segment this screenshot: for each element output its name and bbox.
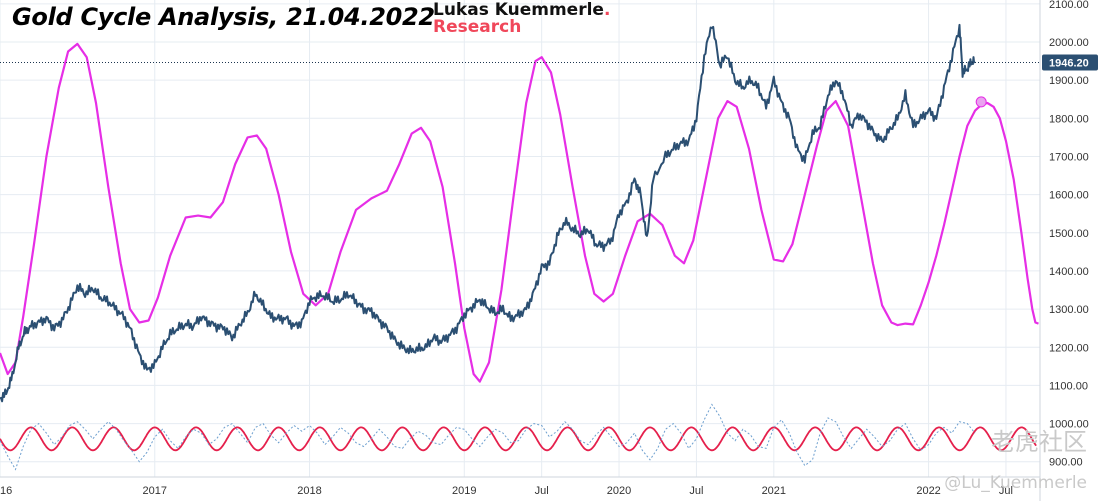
watermark-community: 老虎社区 [991,428,1087,456]
brand-subtitle: Research [433,17,522,37]
x-axis: 2016 2017 2018 2019 Jul 2020 Jul 2021 2022 Jul [0,485,1013,497]
price-panel [0,23,976,403]
x-tick-label: 2020 [607,485,631,497]
x-tick-label: 2019 [452,485,476,497]
x-tick-label: Jul [689,485,703,497]
y-axis: 1946.20 900.00 1000.00 1100.00 1200.00 1300.0… [1042,0,1098,469]
brand-name: Lukas Kuemmerle [433,0,604,20]
y-tick-label: 1800.00 [1049,113,1089,125]
cycle-panel [0,42,1039,383]
y-tick-label: 1000.00 [1049,419,1089,431]
brand-dot: . [603,0,611,20]
x-tick-label: Jul [535,485,549,497]
y-tick-label: 1900.00 [1049,75,1089,87]
x-tick-label: 2016 [0,485,12,497]
x-tick-label: 2017 [143,485,167,497]
y-tick-label: 1300.00 [1049,304,1089,316]
x-tick-label: 2018 [297,485,321,497]
chart-title: Gold Cycle Analysis, 21.04.2022 [12,3,435,31]
grid-lines [0,0,1041,501]
y-tick-label: 1400.00 [1049,266,1089,278]
x-tick-label: 2022 [916,485,940,497]
y-tick-label: 1700.00 [1049,151,1089,163]
oscillator-line [0,426,1037,452]
detrended-dotted-line [0,403,976,471]
y-tick-label: 1200.00 [1049,342,1089,354]
x-tick-label: 2021 [762,485,786,497]
price-line [0,23,976,403]
y-tick-label: 900.00 [1049,457,1083,469]
y-tick-label: 2000.00 [1049,37,1089,49]
cycle-marker-dot [975,96,987,108]
watermark-handle: @Lu_Kuemmerle [944,473,1087,493]
y-tick-label: 1500.00 [1049,228,1089,240]
y-tick-label: 1100.00 [1049,380,1088,392]
y-tick-label: 1600.00 [1049,190,1089,202]
oscillator-panel [0,403,1037,471]
last-price-label: 1946.20 [1049,58,1089,70]
x-tick-label: Jul [999,485,1013,497]
brand-logo: Lukas Kuemmerle. Research [433,2,610,36]
last-price-tag [1042,54,1098,71]
y-tick-label: 2100.00 [1049,0,1089,11]
cycle-line [0,42,1039,383]
